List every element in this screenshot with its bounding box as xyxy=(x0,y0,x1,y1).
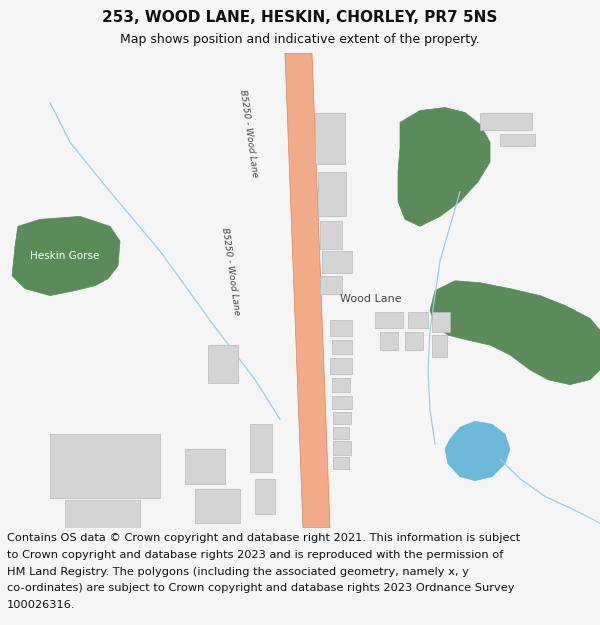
Bar xyxy=(332,378,350,391)
Bar xyxy=(315,112,345,164)
Text: Contains OS data © Crown copyright and database right 2021. This information is : Contains OS data © Crown copyright and d… xyxy=(7,533,520,543)
Bar xyxy=(480,112,532,130)
Bar xyxy=(330,320,352,336)
Text: 253, WOOD LANE, HESKIN, CHORLEY, PR7 5NS: 253, WOOD LANE, HESKIN, CHORLEY, PR7 5NS xyxy=(103,9,497,24)
Polygon shape xyxy=(430,281,600,384)
Polygon shape xyxy=(285,53,330,528)
Bar xyxy=(65,501,140,540)
Polygon shape xyxy=(12,216,120,296)
Bar xyxy=(333,457,349,469)
Bar xyxy=(432,335,447,357)
Text: Wood Lane: Wood Lane xyxy=(340,294,401,304)
Bar xyxy=(330,358,352,374)
Text: Map shows position and indicative extent of the property.: Map shows position and indicative extent… xyxy=(120,33,480,46)
Bar xyxy=(195,489,240,523)
Bar xyxy=(333,428,349,439)
Bar xyxy=(50,434,160,499)
Bar xyxy=(405,332,423,350)
Bar xyxy=(255,479,275,514)
Bar xyxy=(380,332,398,350)
Bar xyxy=(332,396,352,409)
Text: Heskin Gorse: Heskin Gorse xyxy=(31,251,100,261)
Text: to Crown copyright and database rights 2023 and is reproduced with the permissio: to Crown copyright and database rights 2… xyxy=(7,550,503,560)
Bar xyxy=(333,412,351,424)
Text: B5250 - Wood Lane: B5250 - Wood Lane xyxy=(238,89,260,178)
Polygon shape xyxy=(398,107,490,226)
Bar xyxy=(185,449,225,484)
Bar xyxy=(250,424,272,472)
Text: B5250 - Wood Lane: B5250 - Wood Lane xyxy=(220,228,242,316)
Bar xyxy=(432,312,450,332)
Bar xyxy=(320,221,342,249)
Bar xyxy=(500,134,535,146)
Bar xyxy=(318,172,346,216)
Polygon shape xyxy=(445,421,510,481)
Text: HM Land Registry. The polygons (including the associated geometry, namely x, y: HM Land Registry. The polygons (includin… xyxy=(7,567,469,577)
Bar xyxy=(320,276,342,294)
Text: co-ordinates) are subject to Crown copyright and database rights 2023 Ordnance S: co-ordinates) are subject to Crown copyr… xyxy=(7,583,515,593)
Bar xyxy=(332,340,352,354)
Bar xyxy=(408,312,428,328)
Bar xyxy=(208,345,238,382)
Text: 100026316.: 100026316. xyxy=(7,600,76,610)
Bar xyxy=(322,251,352,272)
Bar xyxy=(333,441,351,455)
Bar xyxy=(375,312,403,328)
